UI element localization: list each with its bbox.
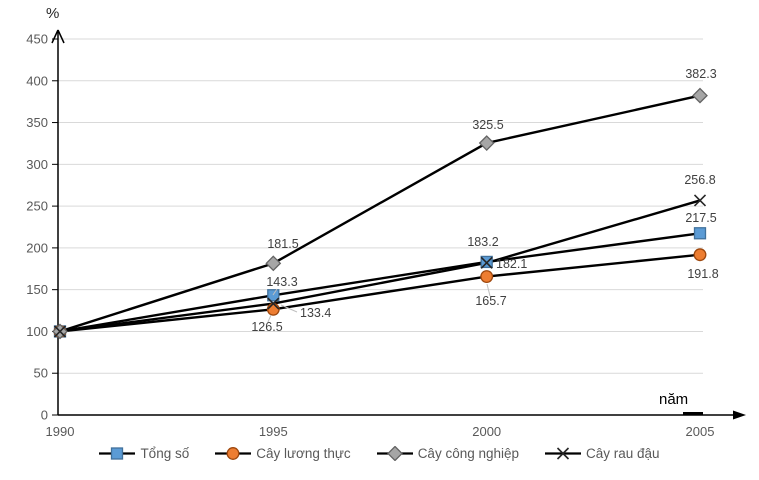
data-label: 133.4 xyxy=(300,306,331,320)
legend-label: Cây lương thực xyxy=(256,446,351,461)
data-label: 182.1 xyxy=(496,257,527,271)
legend-item-tong-so: Tổng số xyxy=(99,446,189,461)
series-line-3 xyxy=(59,199,701,333)
y-tick-label: 300 xyxy=(26,157,48,172)
series-lines xyxy=(59,94,701,333)
data-label: 165.7 xyxy=(475,294,506,308)
legend-label: Cây công nghiệp xyxy=(417,446,520,461)
y-tick-label: 400 xyxy=(26,73,48,88)
y-tick-label: 450 xyxy=(26,32,48,47)
legend-label: Tổng số xyxy=(140,446,190,461)
y-tick-label: 250 xyxy=(26,199,48,214)
data-label: 126.5 xyxy=(251,320,282,334)
data-label: 181.5 xyxy=(267,237,298,251)
series-line-0 xyxy=(59,232,701,333)
x-tick-label: 1990 xyxy=(46,424,75,439)
legend-item-cay-cong-nghiep: Cây công nghiệp xyxy=(376,446,520,461)
data-label: 382.3 xyxy=(685,67,716,81)
y-tick-label: 150 xyxy=(26,282,48,297)
series-line-2 xyxy=(59,94,701,333)
data-label: 256.8 xyxy=(684,173,715,187)
axes xyxy=(51,29,746,420)
y-tick-label: 100 xyxy=(26,324,48,339)
legend-x-marker-icon xyxy=(545,447,582,460)
x-tick-label: 2005 xyxy=(686,424,715,439)
y-tick-label: 50 xyxy=(34,366,48,381)
y-tick-label: 350 xyxy=(26,115,48,130)
series-line-1 xyxy=(59,253,701,333)
data-label: 217.5 xyxy=(685,211,716,225)
y-tick-label: 0 xyxy=(41,408,48,423)
legend-label: Cây rau đậu xyxy=(586,446,660,461)
tick-labels: 0 50 100 150 200 250 300 350 400 450 1990 1995 2000 2… xyxy=(26,32,714,440)
data-label: 191.8 xyxy=(687,267,718,281)
legend-circle-marker-icon xyxy=(215,447,252,460)
x-tick-label: 1995 xyxy=(259,424,288,439)
gridlines xyxy=(58,38,703,374)
data-labels: 143.3 183.2 217.5 126.5 165.7 191.8 181.5 325.5… xyxy=(251,67,718,334)
y-tick-label: 200 xyxy=(26,240,48,255)
legend-diamond-marker-icon xyxy=(376,446,413,461)
data-label: 143.3 xyxy=(266,275,297,289)
data-label: 325.5 xyxy=(472,118,503,132)
legend-item-cay-luong-thuc: Cây lương thực xyxy=(215,446,351,461)
legend-item-cay-rau-dau: Cây rau đậu xyxy=(545,446,660,461)
legend-square-marker-icon xyxy=(99,447,136,460)
chart-legend: Tổng số Cây lương thực Cây công nghiệp C… xyxy=(0,446,759,461)
series-markers-3 xyxy=(53,194,707,338)
y-axis-unit-label: % xyxy=(46,5,60,22)
data-label: 183.2 xyxy=(467,235,498,249)
x-tick-label: 2000 xyxy=(472,424,501,439)
x-axis-title: năm xyxy=(659,391,689,408)
series-markers-2 xyxy=(52,87,708,340)
